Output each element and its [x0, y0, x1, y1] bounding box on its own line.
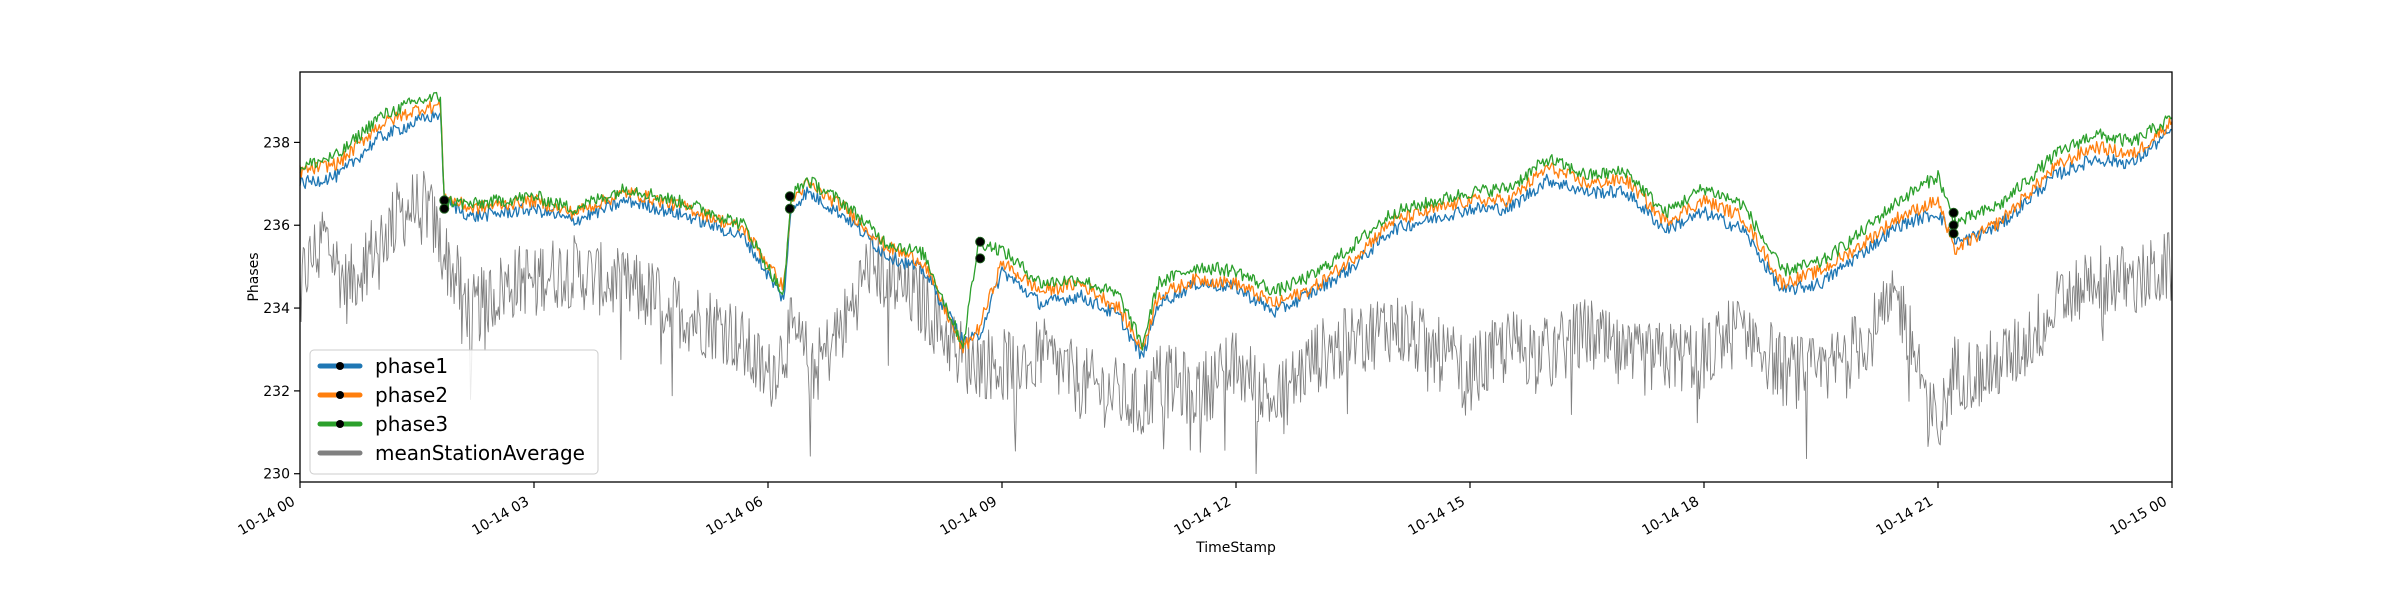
legend-label: meanStationAverage [375, 441, 585, 465]
y-tick-label: 232 [263, 384, 290, 400]
legend: phase1 phase2 phase3 meanStationAverage [309, 349, 599, 475]
x-axis-label: TimeStamp [1195, 540, 1276, 556]
y-axis-label: Phases [246, 252, 262, 301]
series-marker-point [1948, 207, 1959, 218]
series-line-meanStationAverage [299, 171, 2173, 475]
legend-marker [336, 362, 344, 370]
series-line-phase1 [299, 109, 2173, 360]
series-marker-point [439, 203, 450, 214]
legend-frame [309, 349, 599, 475]
plot-series-group [299, 91, 2173, 475]
y-tick-label: 234 [263, 301, 290, 317]
y-axis: 230 232 234 236 238 [263, 135, 300, 483]
series-marker-point [784, 191, 795, 202]
series-marker-point [975, 253, 986, 264]
series-marker-point [975, 236, 986, 247]
legend-label: phase2 [375, 383, 448, 407]
series-line-phase3 [299, 91, 2173, 351]
y-tick-label: 236 [263, 218, 290, 234]
y-tick-label: 238 [263, 135, 290, 151]
series-marker-point [784, 203, 795, 214]
legend-label: phase1 [375, 354, 448, 378]
series-marker-point [1948, 228, 1959, 239]
series-marker-point [439, 195, 450, 206]
legend-marker [336, 420, 344, 428]
y-tick-label: 230 [263, 467, 290, 483]
plot-markers-group [439, 191, 1959, 264]
legend-label: phase3 [375, 412, 448, 436]
legend-marker [336, 391, 344, 399]
series-marker-point [1948, 220, 1959, 231]
